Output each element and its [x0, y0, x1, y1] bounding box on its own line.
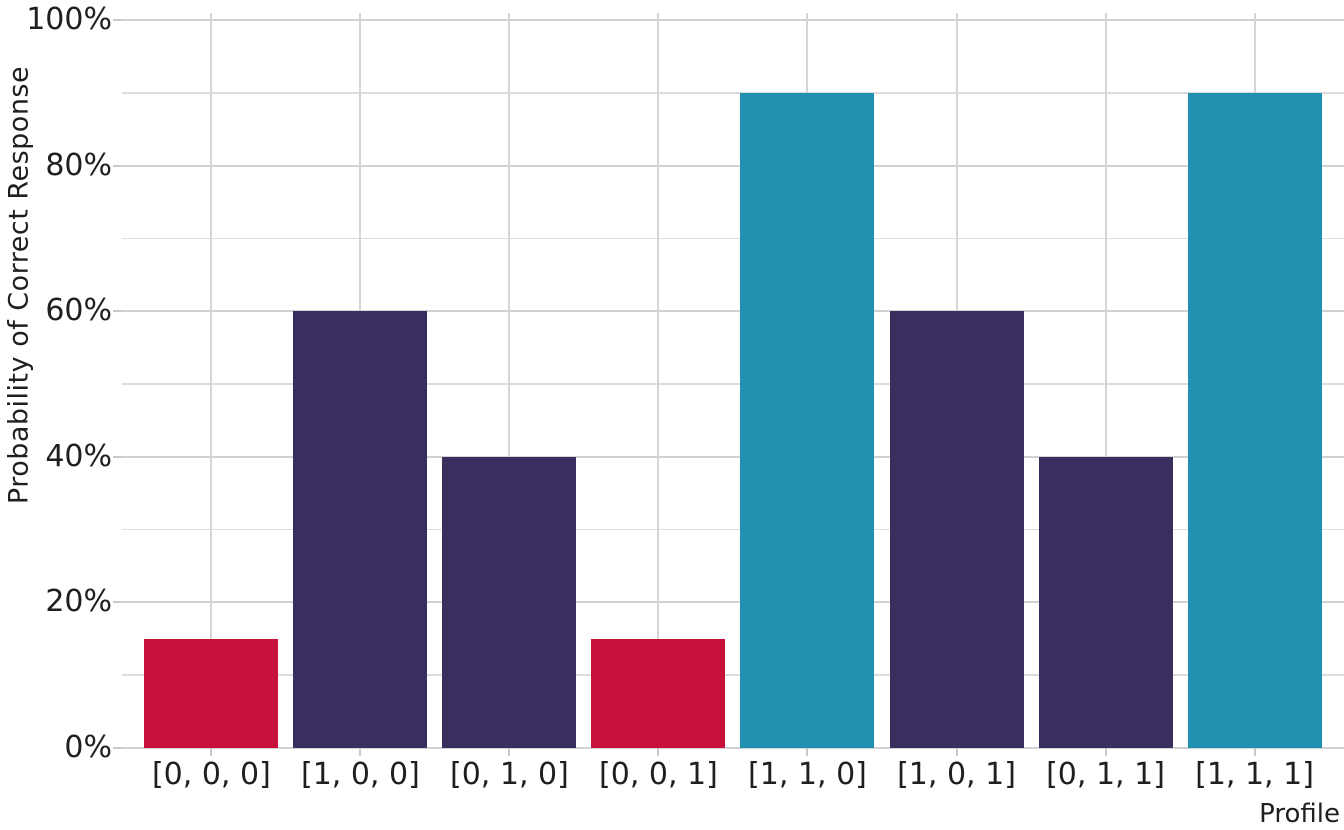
x-tick-label-5: [1, 0, 1] [897, 757, 1016, 792]
y-tick-label-60%: 60% [45, 293, 112, 329]
bar-0-0-0 [144, 638, 279, 748]
y-tick-mark-20pct [113, 601, 122, 604]
x-tick-label-7: [1, 1, 1] [1195, 757, 1314, 792]
x-tick-mark-4 [806, 748, 809, 756]
y-tick-mark-60pct [113, 310, 122, 313]
gridline-major-80pct [122, 164, 1344, 167]
bar-1-0-1 [889, 311, 1024, 748]
x-tick-label-3: [0, 0, 1] [599, 757, 718, 792]
gridline-category-0 [210, 13, 213, 748]
y-tick-label-20%: 20% [45, 584, 112, 620]
bar-0-1-1 [1038, 456, 1173, 748]
x-tick-mark-0 [210, 748, 213, 756]
x-tick-mark-7 [1253, 748, 1256, 756]
y-tick-label-80%: 80% [45, 147, 112, 183]
x-axis-title: Profile [1259, 799, 1340, 829]
bar-1-0-0 [293, 311, 428, 748]
y-tick-mark-80pct [113, 164, 122, 167]
bar-1-1-0 [740, 93, 875, 748]
bar-1-1-1 [1187, 93, 1322, 748]
x-tick-label-6: [0, 1, 1] [1046, 757, 1165, 792]
x-tick-mark-1 [359, 748, 362, 756]
x-tick-label-2: [0, 1, 0] [450, 757, 569, 792]
x-tick-mark-5 [955, 748, 958, 756]
gridline-category-3 [657, 13, 660, 748]
y-tick-label-0%: 0% [64, 730, 112, 765]
y-tick-mark-0pct [113, 747, 122, 749]
gridline-minor-90pct [122, 92, 1344, 94]
y-tick-label-40%: 40% [45, 438, 112, 474]
x-tick-label-1: [1, 0, 0] [300, 757, 420, 792]
x-tick-label-0: [0, 0, 0] [151, 757, 271, 792]
x-tick-label-4: [1, 1, 0] [748, 757, 867, 792]
y-tick-mark-100pct [113, 19, 122, 22]
bar-0-0-1 [591, 638, 726, 748]
bar-0-1-0 [442, 456, 577, 748]
plot-panel [122, 13, 1344, 749]
x-tick-mark-2 [508, 748, 511, 756]
gridline-major-100pct [122, 19, 1344, 22]
gridline-minor-70pct [122, 237, 1344, 240]
x-tick-mark-6 [1104, 748, 1107, 756]
y-tick-label-100%: 100% [26, 2, 112, 38]
y-tick-mark-40pct [113, 455, 122, 458]
x-tick-mark-3 [657, 748, 660, 756]
